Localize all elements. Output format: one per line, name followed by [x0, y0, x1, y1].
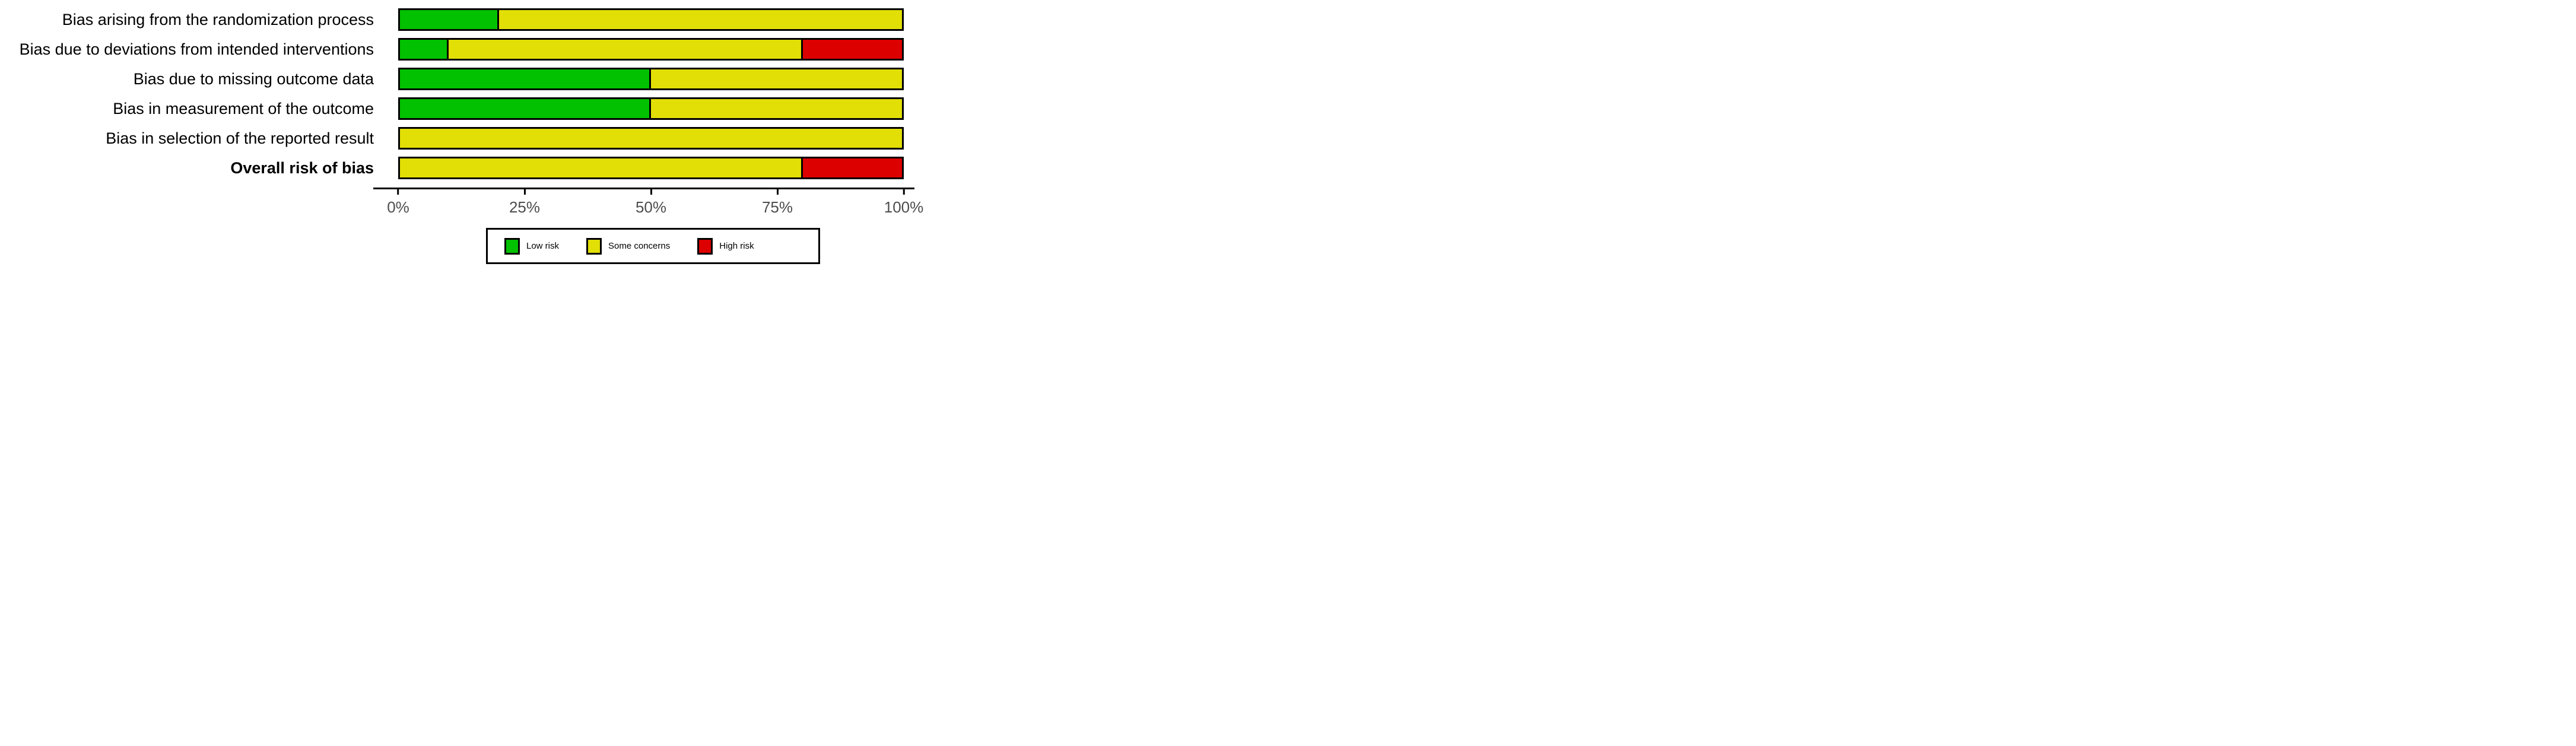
bar-segment-low-risk [398, 68, 651, 90]
category-label-randomization: Bias arising from the randomization proc… [62, 10, 374, 28]
bar-row: Bias due to missing outcome data [0, 68, 930, 90]
legend-item-some-concerns: Some concerns [586, 237, 671, 255]
risk-of-bias-summary-chart: Bias arising from the randomization proc… [0, 0, 930, 269]
bar-segment-some-concerns [398, 127, 904, 150]
stacked-bar [398, 8, 904, 31]
bar-segment-low-risk [398, 97, 651, 120]
x-axis-ticks: 0% 25% 50% 75% 100% [387, 189, 923, 231]
category-label-missing-data: Bias due to missing outcome data [133, 69, 374, 88]
x-axis-line [373, 188, 914, 189]
stacked-bar [398, 38, 904, 61]
x-tick-label: 100% [884, 198, 924, 216]
bar-row: Bias in measurement of the outcome [0, 97, 930, 120]
legend-label: High risk [719, 241, 754, 251]
stacked-bar [398, 127, 904, 150]
x-tick-label: 50% [635, 198, 667, 216]
x-tick: 25% [509, 189, 540, 217]
bar-segment-low-risk [398, 8, 500, 31]
x-tick-label: 75% [761, 198, 793, 216]
category-label-overall: Overall risk of bias [230, 158, 374, 177]
legend-label: Some concerns [608, 241, 671, 251]
x-tick-mark [650, 189, 652, 195]
bar-segment-low-risk [398, 38, 449, 61]
bars-area: Bias arising from the randomization proc… [0, 8, 930, 186]
x-tick-label: 0% [387, 198, 409, 216]
stacked-bar [398, 68, 904, 90]
x-tick-mark [903, 189, 905, 195]
x-tick: 100% [884, 189, 924, 217]
bar-row: Bias due to deviations from intended int… [0, 38, 930, 61]
low-risk-swatch [504, 237, 520, 255]
x-tick: 0% [387, 189, 409, 217]
x-tick: 50% [636, 189, 666, 217]
x-tick-mark [776, 189, 779, 195]
bar-segment-high-risk [801, 38, 904, 61]
legend-box: Low risk Some concerns High risk [486, 228, 820, 264]
legend-label: Low risk [526, 241, 560, 251]
x-tick-label: 25% [509, 198, 541, 216]
bar-segment-some-concerns [497, 8, 904, 31]
stacked-bar [398, 97, 904, 120]
bar-row: Overall risk of bias [0, 157, 930, 179]
x-tick-mark [523, 189, 526, 195]
category-label-measurement: Bias in measurement of the outcome [113, 99, 374, 118]
bar-segment-high-risk [801, 157, 904, 179]
some-concerns-swatch [586, 237, 602, 255]
bar-row: Bias arising from the randomization proc… [0, 8, 930, 31]
stacked-bar [398, 157, 904, 179]
high-risk-swatch [697, 237, 713, 255]
legend-item-high-risk: High risk [697, 237, 754, 255]
bar-segment-some-concerns [398, 157, 803, 179]
bar-row: Bias in selection of the reported result [0, 127, 930, 150]
bar-segment-some-concerns [649, 68, 904, 90]
bar-segment-some-concerns [447, 38, 803, 61]
category-label-deviations: Bias due to deviations from intended int… [19, 40, 374, 58]
x-tick-mark [397, 189, 399, 195]
category-label-selection: Bias in selection of the reported result [106, 129, 374, 147]
x-tick: 75% [762, 189, 793, 217]
bar-segment-some-concerns [649, 97, 904, 120]
legend-item-low-risk: Low risk [504, 237, 560, 255]
